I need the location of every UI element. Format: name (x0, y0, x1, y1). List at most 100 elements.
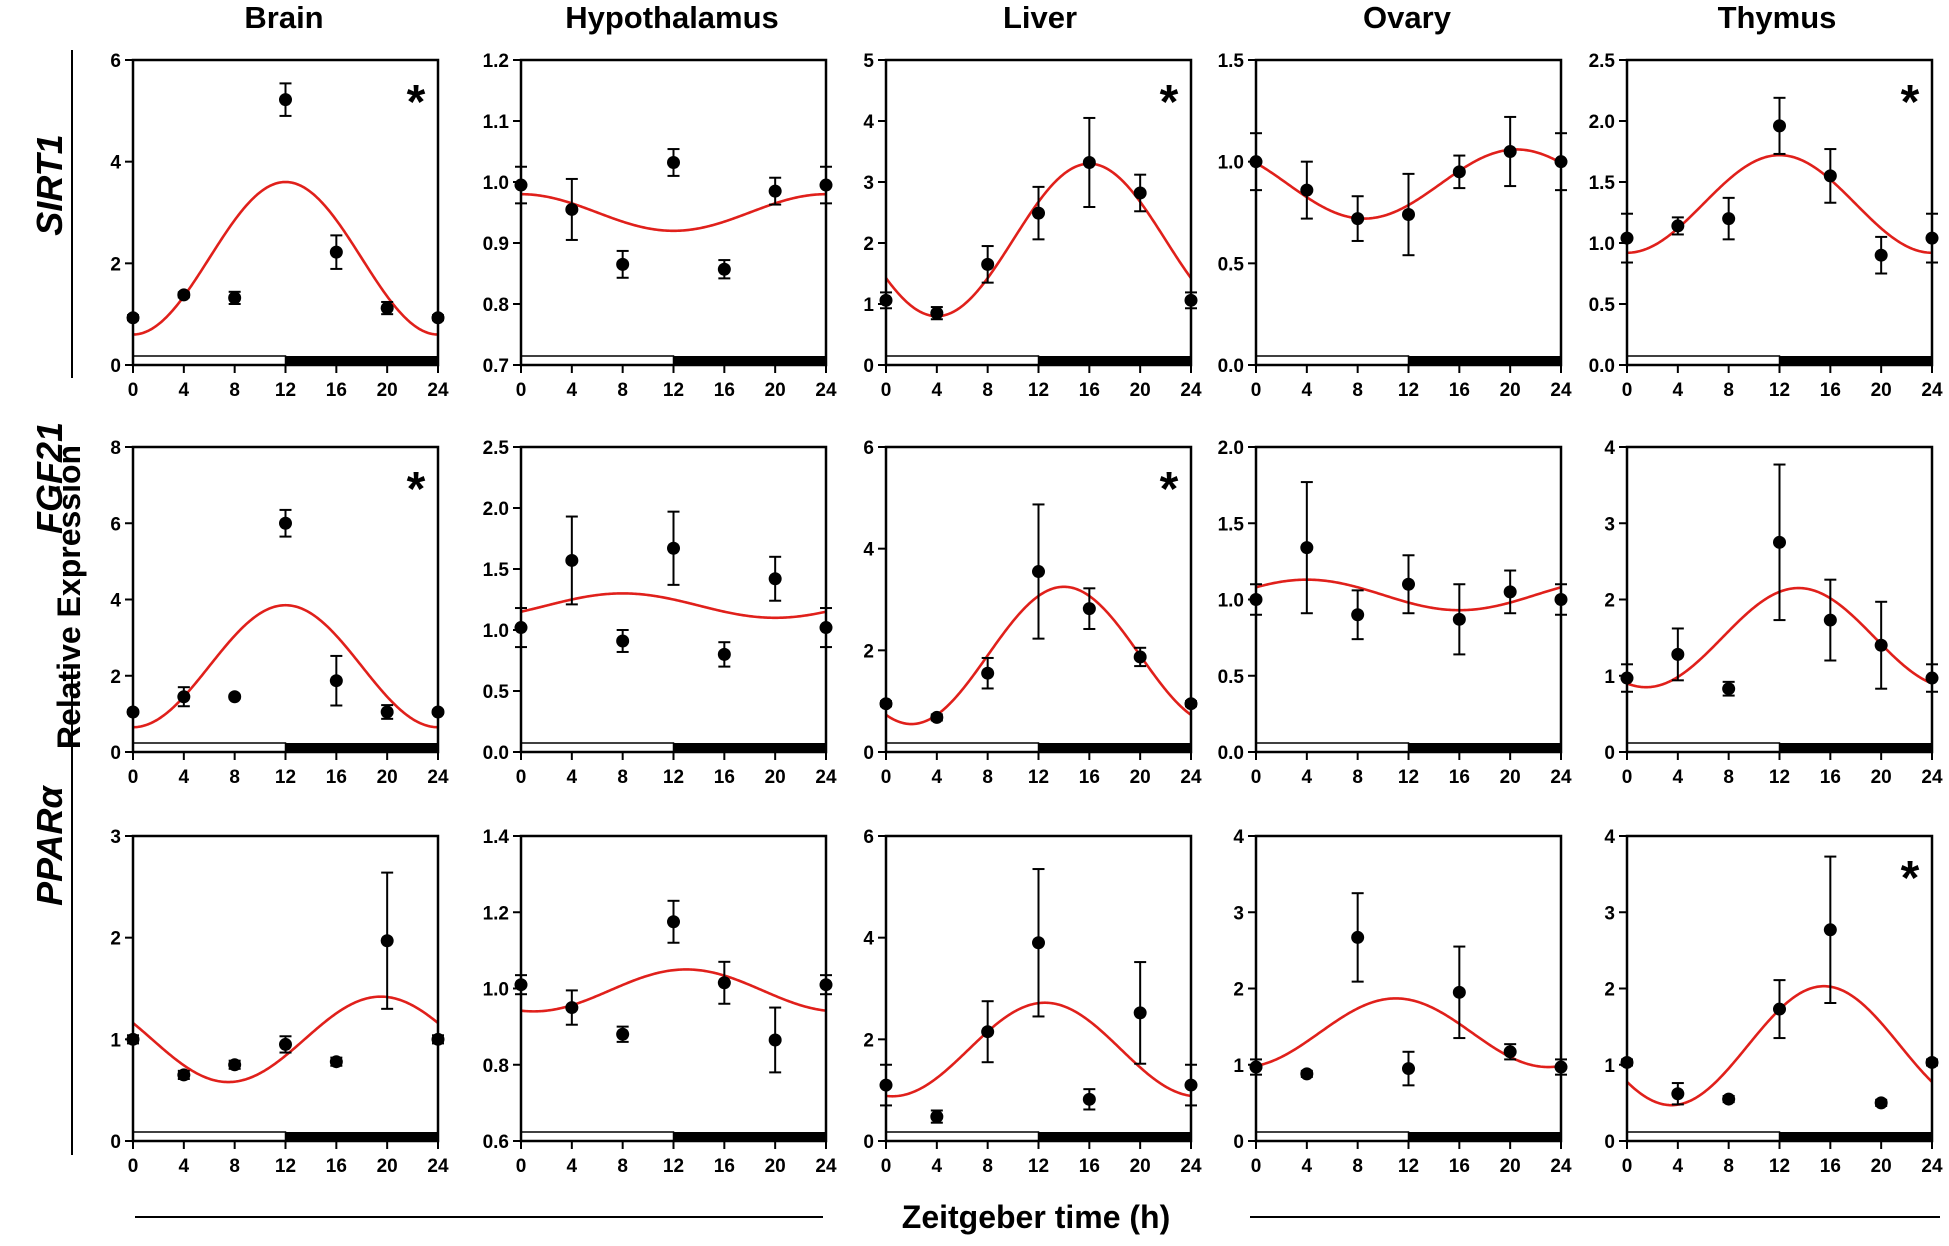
data-point (177, 288, 191, 302)
y-tick-label: 6 (110, 514, 121, 535)
data-point (667, 155, 680, 169)
y-tick-label: 1.0 (483, 621, 509, 642)
y-tick-label: 4 (863, 540, 874, 561)
y-tick-label: 2.0 (483, 499, 509, 520)
x-tick-label: 24 (427, 767, 449, 788)
data-point (1452, 612, 1466, 626)
y-tick-label: 0 (110, 743, 121, 764)
col-title-liver: Liver (1003, 0, 1077, 35)
plot-frame (131, 834, 440, 1143)
x-tick-label: 4 (932, 767, 943, 788)
data-point (177, 1068, 191, 1082)
y-tick-label: 1.2 (483, 51, 509, 72)
y-tick-label: 2 (1604, 980, 1615, 1001)
y-tick-label: 1.2 (483, 903, 509, 924)
x-tick-label: 20 (1871, 1156, 1892, 1177)
x-tick-label: 20 (377, 767, 398, 788)
data-point (279, 1037, 292, 1051)
y-tick-label: 1.0 (1218, 591, 1244, 612)
x-tick-label: 20 (1500, 380, 1521, 401)
light-phase-bar (132, 355, 287, 366)
data-point (228, 690, 242, 704)
y-tick-label: 0 (863, 1132, 874, 1153)
y-tick-label: 3 (1233, 903, 1244, 924)
gene-labels: SIRT1 FGF21 PPARα (29, 134, 70, 906)
y-tick-label: 2 (110, 667, 121, 688)
y-tick-label: 4 (1233, 827, 1244, 848)
y-tick-label: 0 (1604, 1132, 1615, 1153)
data-point (380, 301, 394, 315)
light-phase-bar (1626, 1131, 1781, 1142)
x-tick-label: 16 (714, 380, 735, 401)
data-point (616, 634, 630, 648)
y-tick-label: 1.0 (483, 980, 509, 1001)
y-tick-label: 0.5 (1589, 295, 1616, 316)
x-tick-label: 0 (1251, 767, 1262, 788)
panel-fgf21-hypothalamus: 0.0 0.5 1.0 1.5 2.0 2.5 0 4 8 12 16 20 24 (483, 438, 837, 788)
data-point (565, 553, 579, 567)
y-tick-label: 0 (1604, 743, 1615, 764)
x-tick-label: 4 (932, 380, 943, 401)
data-point (1032, 936, 1045, 950)
data-point (380, 934, 394, 948)
col-title-thymus: Thymus (1718, 0, 1837, 35)
dark-phase-bar (673, 1132, 826, 1141)
x-tick-label: 8 (617, 380, 628, 401)
x-tick-label: 8 (1723, 380, 1734, 401)
x-tick-label: 24 (427, 380, 449, 401)
light-phase-bar (520, 742, 675, 753)
data-point (1722, 1092, 1736, 1106)
x-tick-label: 24 (1921, 767, 1943, 788)
dark-phase-bar (1408, 356, 1561, 365)
panel-fgf21-ovary: 0.0 0.5 1.0 1.5 2.0 0 4 8 12 16 20 24 (1218, 438, 1572, 788)
light-phase-bar (520, 1131, 675, 1142)
data-point (981, 666, 995, 680)
x-tick-label: 12 (1028, 767, 1049, 788)
x-tick-label: 24 (1921, 380, 1943, 401)
data-point (616, 257, 630, 271)
y-tick-label: 1 (1233, 1056, 1244, 1077)
x-tick-label: 8 (1723, 1156, 1734, 1177)
data-point (228, 291, 242, 305)
data-point (1823, 169, 1837, 183)
y-tick-label: 1.1 (483, 112, 510, 133)
x-tick-label: 4 (179, 380, 190, 401)
panel-sirt1-hypothalamus: 0.7 0.8 0.9 1.0 1.1 1.2 0 4 8 12 16 20 24 (483, 51, 837, 401)
x-tick-label: 8 (617, 767, 628, 788)
light-phase-bar (520, 355, 675, 366)
col-title-brain: Brain (244, 0, 323, 35)
plot-frame (519, 834, 828, 1143)
x-tick-label: 12 (1769, 380, 1790, 401)
data-point (279, 516, 292, 530)
y-tick-label: 0 (110, 356, 121, 377)
col-title-ovary: Ovary (1363, 0, 1452, 35)
x-tick-label: 16 (1820, 380, 1841, 401)
x-tick-label: 16 (1079, 767, 1100, 788)
y-axis-title: Relative Expression (51, 445, 87, 749)
y-tick-label: 2.5 (1589, 51, 1616, 72)
data-point (1082, 155, 1096, 169)
y-tick-label: 1 (863, 295, 874, 316)
data-point (329, 245, 343, 259)
panel-sirt1-thymus: 0.0 0.5 1.0 1.5 2.0 2.5 0 4 8 12 16 20 24 * (1589, 51, 1943, 401)
data-point (1402, 1062, 1415, 1076)
y-tick-label: 4 (110, 153, 121, 174)
y-tick-label: 0.8 (483, 295, 509, 316)
data-point (1351, 930, 1365, 944)
x-tick-label: 8 (1352, 380, 1363, 401)
x-tick-label: 24 (815, 380, 837, 401)
x-tick-label: 12 (275, 380, 296, 401)
x-tick-label: 0 (881, 767, 892, 788)
data-point (1503, 585, 1517, 599)
x-tick-label: 20 (377, 380, 398, 401)
x-tick-label: 12 (275, 767, 296, 788)
x-tick-label: 24 (1550, 767, 1572, 788)
significance-star: * (407, 463, 426, 516)
x-tick-label: 4 (567, 767, 578, 788)
x-tick-label: 16 (326, 767, 347, 788)
data-point (1452, 985, 1466, 999)
light-phase-bar (885, 742, 1040, 753)
